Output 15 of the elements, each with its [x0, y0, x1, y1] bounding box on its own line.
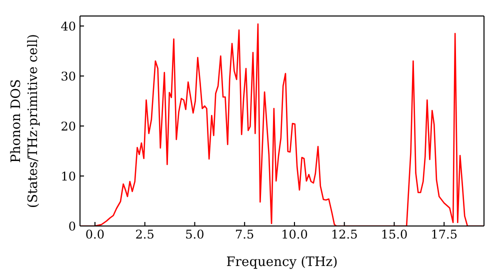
x-tick-label: 5.0 [185, 228, 204, 242]
y-tick-label: 30 [60, 69, 76, 84]
x-tick-label: 10.0 [281, 228, 308, 242]
x-tick-label: 15.0 [380, 228, 408, 242]
x-tick-label: 12.5 [330, 228, 358, 242]
x-tick-label: 7.5 [235, 228, 254, 242]
y-tick-label: 10 [60, 169, 76, 184]
y-tick-label: 0 [68, 219, 76, 234]
y-tick-label: 20 [60, 119, 76, 134]
y-axis-title: Phonon DOS (States/THz·primitive cell) [9, 34, 41, 208]
x-axis-title: Frequency (THz) [226, 255, 338, 270]
x-tick-label: 17.5 [430, 228, 458, 242]
x-tick-label: 2.5 [135, 228, 154, 242]
x-tick-label: 0.0 [85, 228, 105, 242]
y-tick-label: 40 [60, 19, 76, 34]
